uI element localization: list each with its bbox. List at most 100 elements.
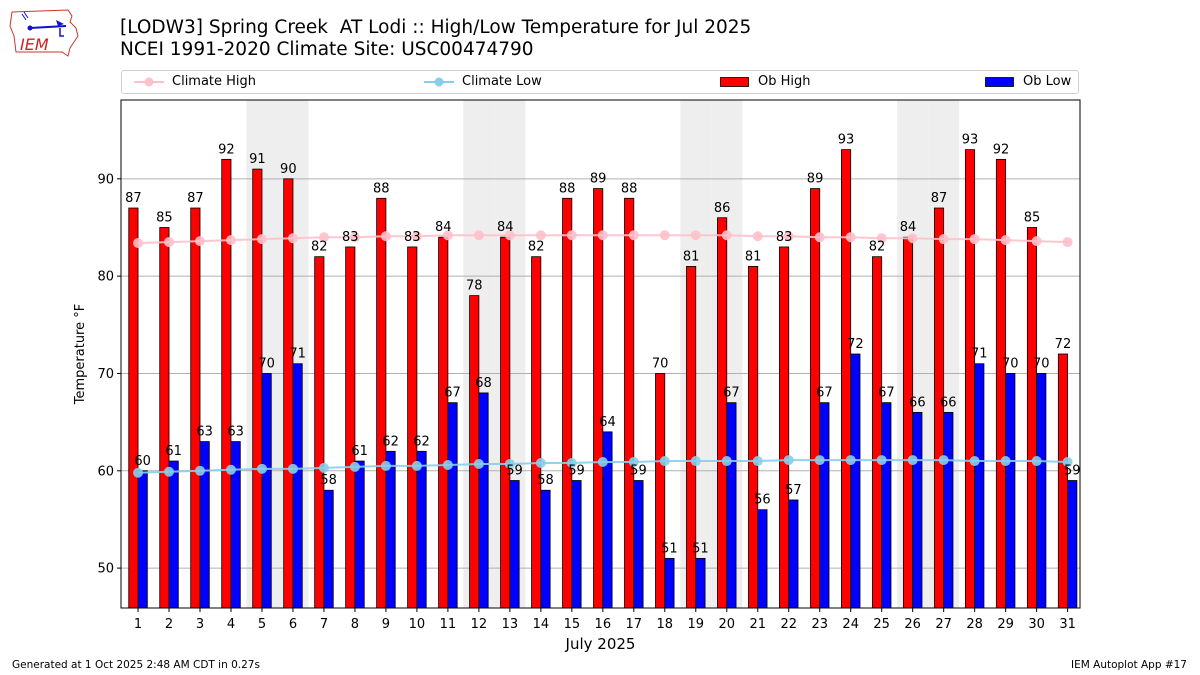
ob-low-bar: [881, 402, 892, 609]
climate-low-point: [969, 456, 980, 467]
ob-high-bar: [500, 236, 511, 609]
ob-high-label: 82: [869, 240, 886, 255]
x-tick-label: 13: [502, 617, 519, 632]
ob-low-bar: [571, 480, 582, 609]
climate-high-point: [504, 230, 515, 241]
weekend-band: [277, 100, 309, 608]
ob-high-label: 82: [311, 240, 328, 255]
climate-low-point: [535, 457, 546, 468]
x-tick-label: 29: [997, 617, 1014, 632]
ob-high-bar: [810, 188, 821, 609]
climate-low-point: [1031, 456, 1042, 467]
chart-title: [LODW3] Spring Creek AT Lodi :: High/Low…: [120, 17, 751, 61]
x-tick-label: 15: [564, 617, 581, 632]
ob-high-bar: [593, 188, 604, 609]
y-tick-label: 50: [97, 562, 114, 577]
ob-low-label: 70: [1033, 356, 1050, 371]
ob-high-bar: [717, 217, 728, 609]
ob-high-bar: [252, 168, 263, 609]
ob-high-bar: [562, 197, 573, 609]
ob-low-bar: [292, 363, 303, 609]
ob-low-bar: [819, 402, 830, 609]
x-tick-label: 2: [165, 617, 173, 632]
ob-high-bar: [283, 178, 294, 609]
ob-low-label: 62: [413, 434, 430, 449]
ob-high-label: 92: [218, 142, 235, 157]
climate-high-point: [814, 232, 825, 243]
ob-low-bar: [447, 402, 458, 609]
y-tick-label: 80: [97, 270, 114, 285]
ob-low-label: 57: [785, 483, 802, 498]
weekend-band: [463, 100, 495, 608]
x-tick-label: 3: [196, 617, 204, 632]
climate-low-point: [256, 463, 267, 474]
title-line-2: NCEI 1991-2020 Climate Site: USC00474790: [120, 39, 534, 60]
ob-low-bar: [416, 450, 427, 609]
x-tick-label: 25: [873, 617, 890, 632]
climate-low-point: [287, 463, 298, 474]
climate-high-point: [473, 230, 484, 241]
ob-low-label: 59: [630, 464, 647, 479]
ob-low-bar: [695, 557, 706, 609]
ob-low-bar: [1067, 480, 1078, 609]
ob-low-bar: [757, 509, 768, 609]
ob-high-bar: [995, 158, 1007, 609]
ob-low-bar: [788, 499, 799, 609]
ob-high-bar: [748, 266, 759, 609]
ob-low-bar: [1036, 373, 1047, 609]
ob-low-bar: [478, 392, 489, 609]
y-tick-label: 70: [97, 367, 114, 382]
climate-low-point: [876, 455, 887, 466]
ob-high-label: 81: [683, 249, 700, 264]
ob-low-bar: [168, 460, 179, 609]
climate-low-point: [164, 466, 175, 477]
climate-low-point: [628, 457, 639, 468]
ob-low-bar: [664, 557, 675, 609]
climate-high-point: [256, 234, 267, 245]
ob-low-label: 71: [971, 347, 988, 362]
x-tick-label: 30: [1028, 617, 1045, 632]
climate-high-line: [138, 234, 1068, 245]
legend-item-ob-low: Ob Low: [985, 74, 1071, 89]
ob-high-label: 91: [249, 152, 266, 167]
ob-low-label: 51: [692, 541, 709, 556]
climate-low-point: [1062, 457, 1073, 468]
ob-high-label: 90: [280, 162, 297, 177]
ob-high-label: 87: [931, 191, 948, 206]
ob-low-label: 62: [382, 434, 399, 449]
ob-high-bar: [190, 207, 201, 609]
climate-high-point: [195, 236, 206, 247]
ob-low-bar: [385, 450, 396, 609]
ob-high-bar: [376, 197, 387, 609]
legend-item-climate-high: Climate High: [134, 74, 256, 89]
climate-high-point: [287, 233, 298, 244]
climate-high-point: [597, 230, 608, 241]
ob-high-bar: [779, 246, 790, 609]
ob-low-label: 59: [568, 464, 585, 479]
ob-low-bar: [850, 353, 861, 609]
ob-high-bar: [1057, 353, 1069, 609]
ob-low-label: 68: [475, 376, 492, 391]
ob-low-label: 67: [723, 386, 740, 401]
climate-low-point: [659, 456, 670, 467]
climate-low-point: [349, 461, 360, 472]
ob-low-label: 71: [289, 347, 306, 362]
ob-high-bar: [469, 295, 480, 609]
ob-low-bar: [974, 363, 985, 609]
x-tick-label: 7: [320, 617, 328, 632]
plot-frame: [120, 99, 1081, 609]
ob-high-label: 88: [559, 181, 576, 196]
y-axis-ticks: 50 60 70 80 90: [97, 172, 121, 577]
ob-high-bar: [841, 149, 852, 609]
ob-high-bar: [1026, 227, 1038, 609]
x-tick-label: 17: [626, 617, 643, 632]
ob-high-bar: [438, 236, 449, 609]
x-tick-label: 14: [533, 617, 550, 632]
ob-low-label: 64: [599, 415, 616, 430]
x-tick-label: 8: [351, 617, 359, 632]
climate-low-point: [938, 455, 949, 466]
ob-low-label: 67: [878, 386, 895, 401]
ob-high-label: 93: [838, 133, 855, 148]
climate-high-point: [752, 231, 763, 242]
